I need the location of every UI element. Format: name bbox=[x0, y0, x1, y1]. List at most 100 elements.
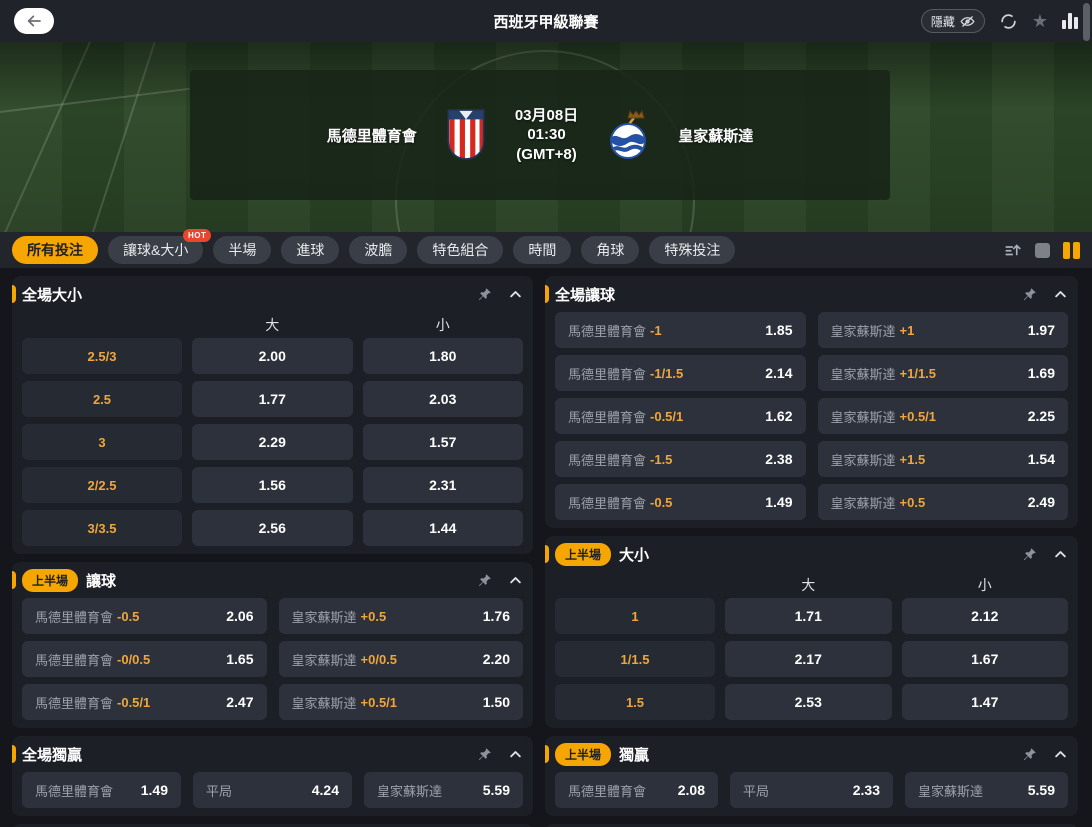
away-handicap-cell[interactable]: 皇家蘇斯達 +0/0.5 2.20 bbox=[278, 641, 523, 677]
home-handicap-cell[interactable]: 馬德里體育會 -1 1.85 bbox=[555, 312, 806, 348]
hide-odds-button[interactable]: 隱藏 bbox=[920, 9, 985, 33]
team-label: 皇家蘇斯達 bbox=[830, 323, 896, 339]
home-handicap-cell[interactable]: 馬德里體育會 -0.5 2.06 bbox=[22, 598, 267, 634]
over-odds-cell[interactable]: 1.77 bbox=[192, 381, 353, 417]
stats-icon[interactable] bbox=[1062, 13, 1078, 29]
winner-cell[interactable]: 平局 2.33 bbox=[730, 772, 893, 808]
tab-item[interactable]: 波膽 bbox=[349, 236, 408, 264]
winner-cell[interactable]: 皇家蘇斯達 5.59 bbox=[364, 772, 523, 808]
over-odds-cell[interactable]: 2.56 bbox=[192, 510, 353, 546]
under-odds-cell[interactable]: 1.47 bbox=[901, 684, 1068, 720]
away-handicap-cell[interactable]: 皇家蘇斯達 +0.5/1 1.50 bbox=[278, 684, 523, 720]
pin-icon[interactable] bbox=[477, 287, 492, 302]
first-half-badge: 上半場 bbox=[555, 742, 612, 766]
home-handicap-cell[interactable]: 馬德里體育會 -1.5 2.38 bbox=[555, 441, 806, 477]
scrollbar-thumb[interactable] bbox=[1083, 3, 1090, 41]
odds-value: 1.54 bbox=[1027, 451, 1055, 467]
collapse-chevron-icon[interactable] bbox=[508, 573, 523, 588]
refresh-icon[interactable] bbox=[999, 12, 1018, 31]
over-odds-cell[interactable]: 1.56 bbox=[192, 467, 353, 503]
panel-first-half-winner: 上半場 獨贏 馬德里體育會 2.08 平局 2.33 皇家蘇斯達 5.59 bbox=[545, 736, 1078, 816]
pin-icon[interactable] bbox=[1022, 287, 1037, 302]
collapse-chevron-icon[interactable] bbox=[508, 747, 523, 762]
home-handicap-cell[interactable]: 馬德里體育會 -0.5 1.49 bbox=[555, 484, 806, 520]
away-handicap-cell[interactable]: 皇家蘇斯達 +0.5/1 2.25 bbox=[817, 398, 1068, 434]
winner-cell[interactable]: 馬德里體育會 1.49 bbox=[22, 772, 181, 808]
tab-item[interactable]: 角球 bbox=[581, 236, 640, 264]
handicap-row: 馬德里體育會 -0/0.5 1.65 皇家蘇斯達 +0/0.5 2.20 bbox=[22, 641, 523, 677]
back-button[interactable] bbox=[14, 8, 54, 34]
tab-label: 波膽 bbox=[364, 242, 393, 258]
over-under-rows: 2.5/3 2.00 1.80 2.5 1.77 2.03 3 2.29 1.57 2/2.5 1.… bbox=[22, 338, 523, 546]
odds-value: 2.06 bbox=[226, 608, 254, 624]
tab-item[interactable]: 特殊投注 bbox=[649, 236, 736, 264]
tab-label: 進球 bbox=[296, 242, 325, 258]
under-odds-cell[interactable]: 2.31 bbox=[362, 467, 523, 503]
odds-value: 1.85 bbox=[765, 322, 793, 338]
away-handicap-cell[interactable]: 皇家蘇斯達 +0.5 1.76 bbox=[278, 598, 523, 634]
panel-accent-notch bbox=[12, 571, 16, 589]
home-handicap-cell[interactable]: 馬德里體育會 -0.5/1 1.62 bbox=[555, 398, 806, 434]
tab-item[interactable]: 進球 bbox=[281, 236, 340, 264]
tab-item[interactable]: 讓球&大小 HOT bbox=[108, 229, 212, 264]
home-handicap-cell[interactable]: 馬德里體育會 -1/1.5 2.14 bbox=[555, 355, 806, 391]
winner-cell[interactable]: 馬德里體育會 2.08 bbox=[555, 772, 718, 808]
view-controls bbox=[1004, 241, 1080, 259]
handicap-line: +1.5 bbox=[899, 451, 926, 467]
under-odds-cell[interactable]: 2.03 bbox=[362, 381, 523, 417]
away-handicap-cell[interactable]: 皇家蘇斯達 +1/1.5 1.69 bbox=[817, 355, 1068, 391]
over-under-row: 3 2.29 1.57 bbox=[22, 424, 523, 460]
handicap-line: +0.5 bbox=[899, 494, 926, 510]
pin-icon[interactable] bbox=[1022, 747, 1037, 762]
over-odds-cell[interactable]: 2.29 bbox=[192, 424, 353, 460]
handicap-line: +0.5/1 bbox=[899, 408, 937, 424]
home-team-name: 馬德里體育會 bbox=[326, 127, 417, 145]
away-handicap-cell[interactable]: 皇家蘇斯達 +0.5 2.49 bbox=[817, 484, 1068, 520]
pin-icon[interactable] bbox=[477, 573, 492, 588]
sort-asc-icon[interactable] bbox=[1004, 242, 1022, 258]
under-odds-cell[interactable]: 1.67 bbox=[901, 641, 1068, 677]
away-handicap-cell[interactable]: 皇家蘇斯達 +1.5 1.54 bbox=[817, 441, 1068, 477]
over-odds-cell[interactable]: 2.53 bbox=[725, 684, 892, 720]
tab-all-bets-active[interactable]: 所有投注 bbox=[12, 236, 98, 264]
pin-icon[interactable] bbox=[477, 747, 492, 762]
under-odds-cell[interactable]: 2.12 bbox=[901, 598, 1068, 634]
over-under-row: 1/1.5 2.17 1.67 bbox=[555, 641, 1068, 677]
odds-value: 1.62 bbox=[765, 408, 793, 424]
winner-cell[interactable]: 平局 4.24 bbox=[193, 772, 352, 808]
tab-label: 特色組合 bbox=[432, 242, 489, 258]
tab-item[interactable]: 時間 bbox=[513, 236, 572, 264]
tab-item[interactable]: 特色組合 bbox=[417, 236, 504, 264]
collapse-chevron-icon[interactable] bbox=[508, 287, 523, 302]
winner-odds-row: 馬德里體育會 2.08 平局 2.33 皇家蘇斯達 5.59 bbox=[555, 772, 1068, 808]
over-odds-cell[interactable]: 2.00 bbox=[192, 338, 353, 374]
odds-value: 1.49 bbox=[765, 494, 793, 510]
team-label: 馬德里體育會 bbox=[568, 783, 647, 799]
under-odds-cell[interactable]: 1.57 bbox=[362, 424, 523, 460]
over-under-row: 2/2.5 1.56 2.31 bbox=[22, 467, 523, 503]
over-odds-cell[interactable]: 2.17 bbox=[725, 641, 892, 677]
under-odds-cell[interactable]: 1.80 bbox=[362, 338, 523, 374]
handicap-line: +1 bbox=[899, 322, 915, 338]
pin-icon[interactable] bbox=[1022, 547, 1037, 562]
odds-value: 2.38 bbox=[765, 451, 793, 467]
tab-label: 讓球&大小 bbox=[123, 242, 189, 258]
home-handicap-cell[interactable]: 馬德里體育會 -0.5/1 2.47 bbox=[22, 684, 267, 720]
home-handicap-cell[interactable]: 馬德里體育會 -0/0.5 1.65 bbox=[22, 641, 267, 677]
collapse-chevron-icon[interactable] bbox=[1053, 287, 1068, 302]
collapse-chevron-icon[interactable] bbox=[1053, 747, 1068, 762]
over-odds-cell[interactable]: 1.71 bbox=[725, 598, 892, 634]
column-headers: 大 小 bbox=[555, 572, 1068, 598]
single-column-icon[interactable] bbox=[1035, 242, 1050, 258]
under-odds-cell[interactable]: 1.44 bbox=[362, 510, 523, 546]
favorite-star-icon[interactable]: ★ bbox=[1031, 11, 1048, 31]
odds-value: 1.76 bbox=[482, 608, 510, 624]
dual-column-icon[interactable] bbox=[1063, 241, 1080, 259]
away-handicap-cell[interactable]: 皇家蘇斯達 +1 1.97 bbox=[817, 312, 1068, 348]
tab-item[interactable]: 半場 bbox=[213, 236, 272, 264]
team-label: 馬德里體育會 bbox=[35, 783, 114, 799]
first-half-badge: 上半場 bbox=[22, 568, 79, 592]
odds-value: 1.49 bbox=[140, 782, 168, 798]
winner-cell[interactable]: 皇家蘇斯達 5.59 bbox=[905, 772, 1068, 808]
collapse-chevron-icon[interactable] bbox=[1053, 547, 1068, 562]
